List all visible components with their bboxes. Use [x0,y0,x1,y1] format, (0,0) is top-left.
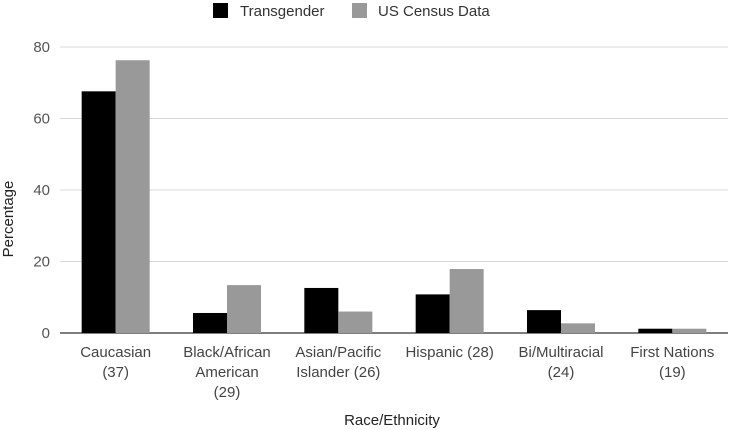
y-tick-label-0: 0 [42,325,50,342]
bar-transgender-hispanic-28 [415,294,450,333]
bar-transgender-black-african [193,312,227,333]
x-tick-label-asian-pacific: Asian/Pacific Islander (26) [295,344,381,381]
x-tick-label-first-nations: First Nations (19) [630,344,714,381]
legend-swatch-transgender [213,3,228,18]
bar-us-census-data-hispanic-28 [449,269,484,333]
x-tick-label-caucasian: Caucasian (37) [80,344,151,381]
x-axis-title: Race/Ethnicity [344,412,440,429]
bar-us-census-data-asian-pacific [338,311,373,333]
legend-swatch-us-census [352,3,367,18]
bar-transgender-asian-pacific [304,287,339,333]
bar-transgender-bi-multiracial [527,310,561,333]
bar-us-census-data-bi-multiracial [561,323,595,333]
y-tick-label-60: 60 [33,111,50,128]
x-category-labels: Caucasian (37) Black/African American (29) As… [80,344,714,401]
bar-us-census-data-caucasian [115,60,150,333]
bar-us-census-data-black-african [227,285,261,333]
legend-label-us-census: US Census Data [378,3,490,20]
y-axis-title: Percentage [0,181,17,258]
x-tick-label-bi-multiracial: Bi/Multiracial (24) [518,344,603,381]
legend-label-transgender: Transgender [240,3,325,20]
y-tick-labels: 0 20 40 60 80 [33,39,50,342]
legend: Transgender US Census Data [213,3,490,20]
bar-transgender-caucasian [81,91,116,333]
x-tick-label-hispanic-28: Hispanic (28) [405,344,493,361]
y-tick-label-40: 40 [33,182,50,199]
x-tick-label-black-african: Black/African American (29) [183,344,271,401]
y-tick-label-80: 80 [33,39,50,56]
bar-us-census-data-first-nations [672,328,707,333]
y-tick-label-20: 20 [33,254,50,271]
bars [81,60,707,333]
bar-transgender-first-nations [638,328,673,333]
gridlines [60,46,728,334]
